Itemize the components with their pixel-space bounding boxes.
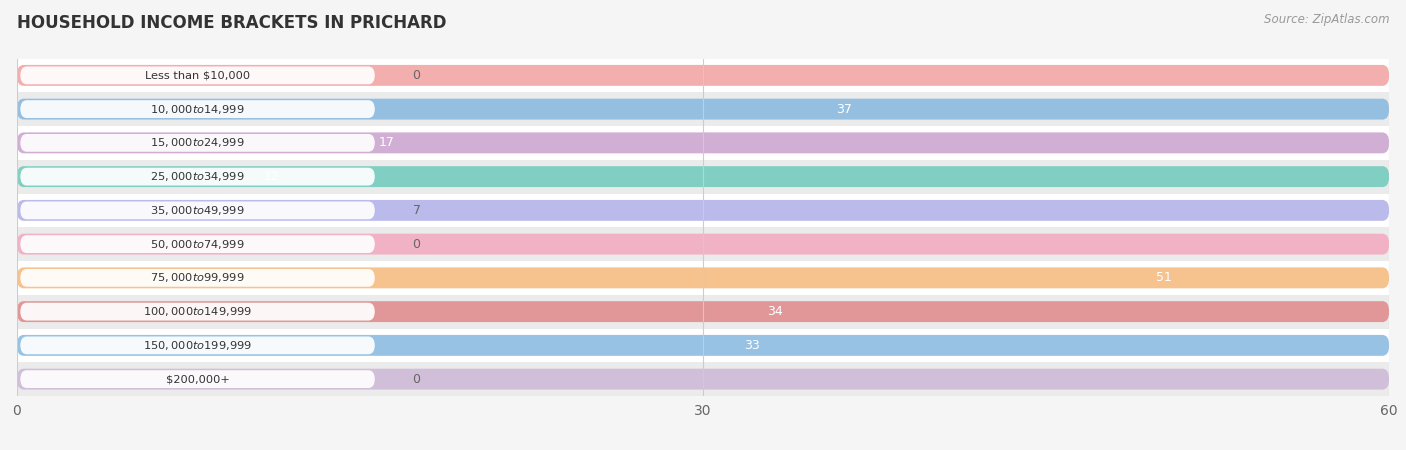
- FancyBboxPatch shape: [20, 67, 375, 84]
- FancyBboxPatch shape: [17, 369, 1389, 390]
- FancyBboxPatch shape: [0, 295, 1406, 328]
- Text: HOUSEHOLD INCOME BRACKETS IN PRICHARD: HOUSEHOLD INCOME BRACKETS IN PRICHARD: [17, 14, 446, 32]
- Text: $75,000 to $99,999: $75,000 to $99,999: [150, 271, 245, 284]
- Text: 33: 33: [744, 339, 761, 352]
- Text: 37: 37: [835, 103, 852, 116]
- Text: $150,000 to $199,999: $150,000 to $199,999: [143, 339, 252, 352]
- FancyBboxPatch shape: [20, 202, 375, 219]
- FancyBboxPatch shape: [20, 134, 375, 152]
- Text: $50,000 to $74,999: $50,000 to $74,999: [150, 238, 245, 251]
- FancyBboxPatch shape: [0, 194, 1406, 227]
- FancyBboxPatch shape: [17, 99, 1389, 120]
- FancyBboxPatch shape: [17, 234, 1389, 255]
- FancyBboxPatch shape: [20, 370, 375, 388]
- FancyBboxPatch shape: [17, 166, 1389, 187]
- Text: Less than $10,000: Less than $10,000: [145, 70, 250, 81]
- Text: $25,000 to $34,999: $25,000 to $34,999: [150, 170, 245, 183]
- Text: 51: 51: [1156, 271, 1171, 284]
- Text: 7: 7: [412, 204, 420, 217]
- Text: $15,000 to $24,999: $15,000 to $24,999: [150, 136, 245, 149]
- Text: Source: ZipAtlas.com: Source: ZipAtlas.com: [1264, 14, 1389, 27]
- FancyBboxPatch shape: [0, 261, 1406, 295]
- FancyBboxPatch shape: [17, 335, 1389, 356]
- Text: 34: 34: [768, 305, 783, 318]
- Text: $10,000 to $14,999: $10,000 to $14,999: [150, 103, 245, 116]
- Text: 17: 17: [378, 136, 394, 149]
- Text: 0: 0: [412, 373, 420, 386]
- FancyBboxPatch shape: [0, 160, 1406, 194]
- FancyBboxPatch shape: [0, 126, 1406, 160]
- Text: $35,000 to $49,999: $35,000 to $49,999: [150, 204, 245, 217]
- FancyBboxPatch shape: [20, 303, 375, 320]
- FancyBboxPatch shape: [0, 227, 1406, 261]
- FancyBboxPatch shape: [0, 92, 1406, 126]
- Text: 0: 0: [412, 69, 420, 82]
- FancyBboxPatch shape: [0, 362, 1406, 396]
- FancyBboxPatch shape: [0, 58, 1406, 92]
- FancyBboxPatch shape: [17, 65, 1389, 86]
- FancyBboxPatch shape: [17, 267, 1389, 288]
- FancyBboxPatch shape: [20, 235, 375, 253]
- FancyBboxPatch shape: [0, 328, 1406, 362]
- Text: $200,000+: $200,000+: [166, 374, 229, 384]
- Text: $100,000 to $149,999: $100,000 to $149,999: [143, 305, 252, 318]
- FancyBboxPatch shape: [17, 200, 1389, 221]
- FancyBboxPatch shape: [20, 100, 375, 118]
- FancyBboxPatch shape: [17, 132, 1389, 153]
- Text: 12: 12: [264, 170, 280, 183]
- Text: 0: 0: [412, 238, 420, 251]
- FancyBboxPatch shape: [17, 301, 1389, 322]
- FancyBboxPatch shape: [20, 168, 375, 185]
- FancyBboxPatch shape: [20, 337, 375, 354]
- FancyBboxPatch shape: [20, 269, 375, 287]
